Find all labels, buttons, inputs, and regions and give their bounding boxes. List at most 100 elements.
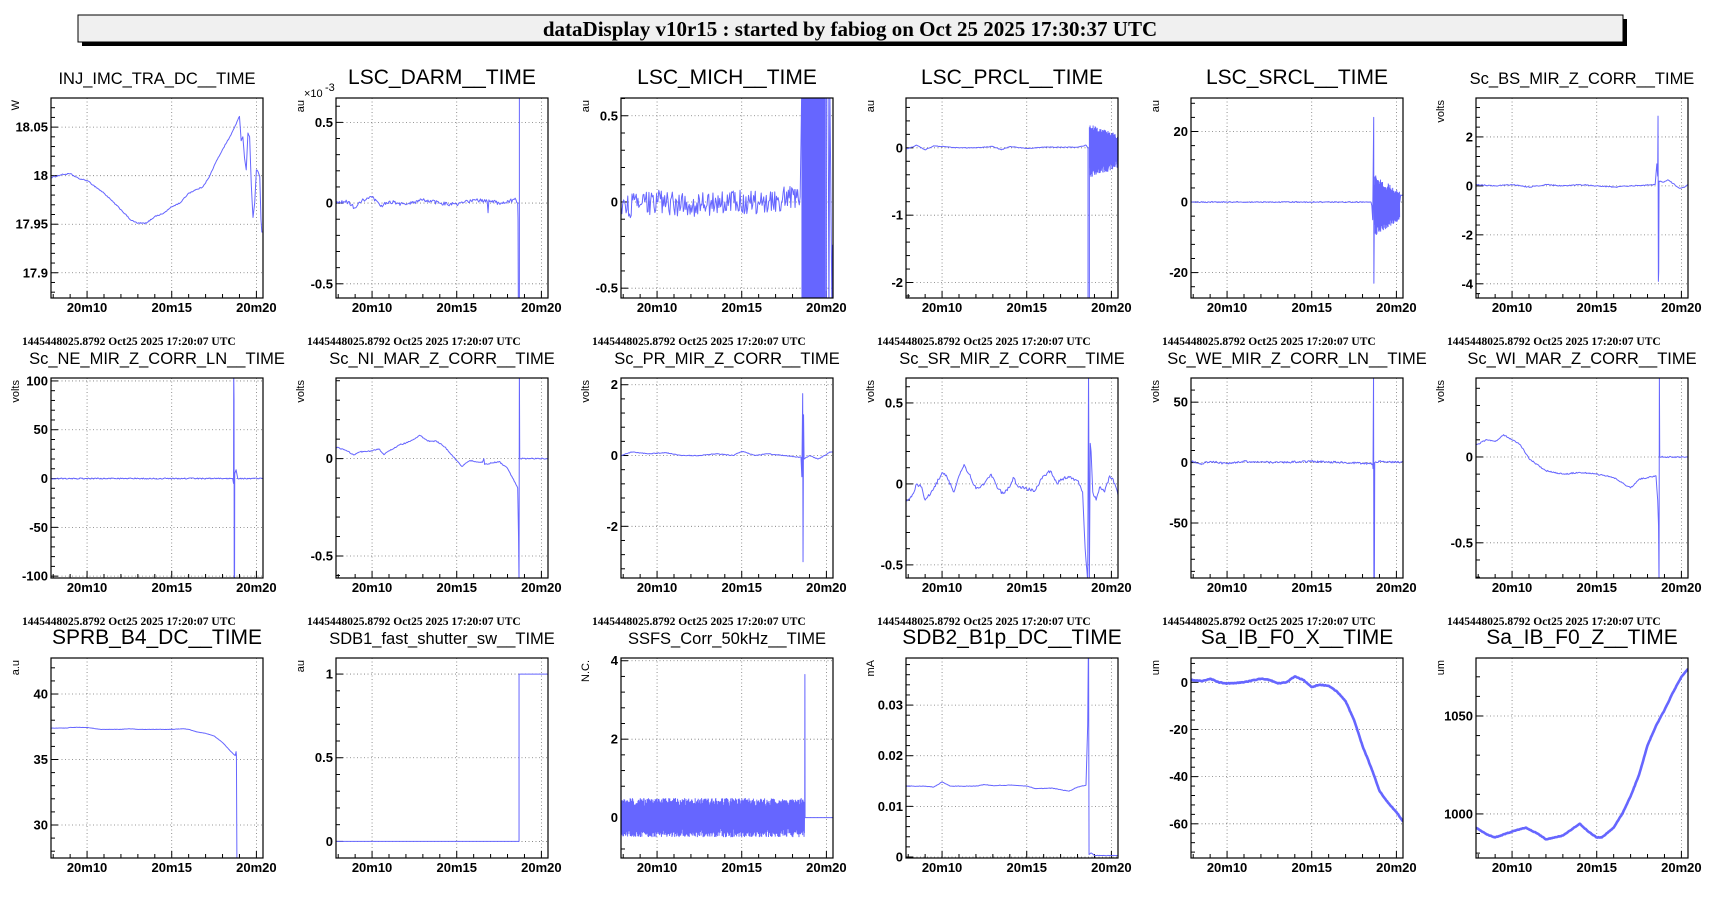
header-banner: dataDisplay v10r15 : started by fabiog o… xyxy=(77,14,1627,46)
x-tick-label: 20m20 xyxy=(1091,580,1131,595)
chart-panel: SSFS_Corr_50kHz__TIME N.C. 20m10 20m15 20m20… xyxy=(580,630,847,897)
y-tick-label: 0 xyxy=(326,834,333,849)
y-tick-label: 50 xyxy=(1174,395,1188,410)
plot-frame xyxy=(905,97,1119,299)
chart-title: INJ_IMC_TRA_DC__TIME xyxy=(58,70,255,88)
series-line xyxy=(336,673,548,842)
y-axis-unit-label: N.C. xyxy=(580,660,592,682)
chart-footer-timestamp: 1445448025.8792 Oct25 2025 17:20:07 UTC xyxy=(877,336,1091,348)
plot-frame xyxy=(905,377,1119,579)
y-tick-label: -60 xyxy=(1169,816,1188,831)
x-tick-label: 20m10 xyxy=(67,860,107,875)
series-line xyxy=(51,115,263,233)
plot-area xyxy=(906,378,1118,578)
plot-area xyxy=(336,378,548,578)
x-tick-label: 20m15 xyxy=(1576,580,1616,595)
y-axis-unit-label: volts xyxy=(865,380,877,403)
x-tick-label: 20m20 xyxy=(236,580,276,595)
series-line xyxy=(906,658,1118,857)
y-tick-label: 0 xyxy=(611,448,618,463)
x-tick-label: 20m15 xyxy=(436,580,476,595)
y-tick-label: -50 xyxy=(1169,516,1188,531)
series-burst xyxy=(801,98,826,298)
series-line xyxy=(1191,378,1403,578)
y-axis-unit-label: au xyxy=(295,660,307,672)
y-axis-unit-label: volts xyxy=(10,380,22,403)
x-tick-label: 20m20 xyxy=(236,860,276,875)
chart-title: Sc_NI_MAR_Z_CORR__TIME xyxy=(329,350,555,368)
x-tick-label: 20m15 xyxy=(721,300,761,315)
x-tick-label: 20m15 xyxy=(151,300,191,315)
plot-frame xyxy=(1190,97,1404,299)
chart-footer-timestamp: 1445448025.8792 Oct25 2025 17:20:07 UTC xyxy=(592,616,806,628)
x-tick-label: 20m15 xyxy=(1291,580,1331,595)
y-tick-label: 0.5 xyxy=(600,108,618,123)
y-axis-unit-label: au xyxy=(295,100,307,112)
plot-frame xyxy=(1475,97,1689,299)
x-tick-label: 20m15 xyxy=(1291,860,1331,875)
y-tick-label: -1 xyxy=(891,208,903,223)
y-axis-exponent-power: -3 xyxy=(325,82,335,94)
y-tick-label: 1 xyxy=(326,667,333,682)
chart-footer-timestamp: 1445448025.8792 Oct25 2025 17:20:07 UTC xyxy=(1162,616,1376,628)
series-line xyxy=(1476,668,1688,841)
x-tick-label: 20m10 xyxy=(637,300,677,315)
chart-title: LSC_SRCL__TIME xyxy=(1206,66,1388,89)
series-burst xyxy=(1373,175,1401,235)
y-tick-label: 1000 xyxy=(1444,806,1473,821)
chart-title: Sc_BS_MIR_Z_CORR__TIME xyxy=(1470,70,1695,88)
x-tick-label: 20m20 xyxy=(236,300,276,315)
plot-frame xyxy=(905,657,1119,859)
plot-area xyxy=(1476,668,1688,841)
plot-area xyxy=(1476,378,1688,578)
y-tick-label: 18 xyxy=(34,168,48,183)
x-tick-label: 20m10 xyxy=(1492,300,1532,315)
plot-frame xyxy=(335,657,549,859)
series-line xyxy=(1191,675,1403,823)
chart-title: Sc_WE_MIR_Z_CORR_LN__TIME xyxy=(1167,350,1426,368)
y-tick-label: 17.9 xyxy=(23,265,48,280)
plot-area xyxy=(621,393,833,563)
y-tick-label: 0 xyxy=(1466,449,1473,464)
chart-footer-timestamp: 1445448025.8792 Oct25 2025 17:20:07 UTC xyxy=(877,616,1091,628)
series-line xyxy=(906,127,1118,298)
chart-title: Sc_PR_MIR_Z_CORR__TIME xyxy=(614,350,840,368)
series-line xyxy=(621,673,833,819)
y-tick-label: 40 xyxy=(34,687,48,702)
x-tick-label: 20m15 xyxy=(1576,860,1616,875)
x-tick-label: 20m10 xyxy=(352,860,392,875)
plot-frame xyxy=(1190,657,1404,859)
y-tick-label: 2 xyxy=(1466,129,1473,144)
chart-title: Sc_WI_MAR_Z_CORR__TIME xyxy=(1467,350,1696,368)
series-line xyxy=(621,393,833,563)
x-tick-label: 20m20 xyxy=(1091,300,1131,315)
y-tick-label: -20 xyxy=(1169,265,1188,280)
y-tick-label: 0 xyxy=(611,810,618,825)
y-axis-unit-label: volts xyxy=(580,380,592,403)
chart-footer-timestamp: 1445448025.8792 Oct25 2025 17:20:07 UTC xyxy=(592,336,806,348)
plot-area xyxy=(51,726,238,858)
y-axis-unit-label: au xyxy=(865,100,877,112)
chart-footer-timestamp: 1445448025.8792 Oct25 2025 17:20:07 UTC xyxy=(307,616,521,628)
x-tick-label: 20m15 xyxy=(436,860,476,875)
plot-area xyxy=(1476,115,1688,282)
series-burst xyxy=(1089,125,1118,177)
chart-title: SDB1_fast_shutter_sw__TIME xyxy=(329,630,555,648)
chart-footer-timestamp: 1445448025.8792 Oct25 2025 17:20:07 UTC xyxy=(1447,336,1661,348)
chart-title: Sc_SR_MIR_Z_CORR__TIME xyxy=(899,350,1125,368)
x-tick-label: 20m20 xyxy=(521,580,561,595)
y-tick-label: 0 xyxy=(1181,455,1188,470)
y-tick-label: 0 xyxy=(896,476,903,491)
y-axis-unit-label: volts xyxy=(1435,380,1447,403)
plot-area xyxy=(51,115,263,233)
plot-area xyxy=(906,658,1118,857)
chart-panel: SDB2_B1p_DC__TIME mA 20m10 20m15 20m20 0 0.01 0… xyxy=(865,626,1132,897)
x-tick-label: 20m10 xyxy=(1492,580,1532,595)
y-axis-unit-label: um xyxy=(1435,660,1447,675)
plot-area xyxy=(621,673,833,838)
x-tick-label: 20m15 xyxy=(1291,300,1331,315)
y-tick-label: 0 xyxy=(611,194,618,209)
plot-frame xyxy=(620,657,834,859)
